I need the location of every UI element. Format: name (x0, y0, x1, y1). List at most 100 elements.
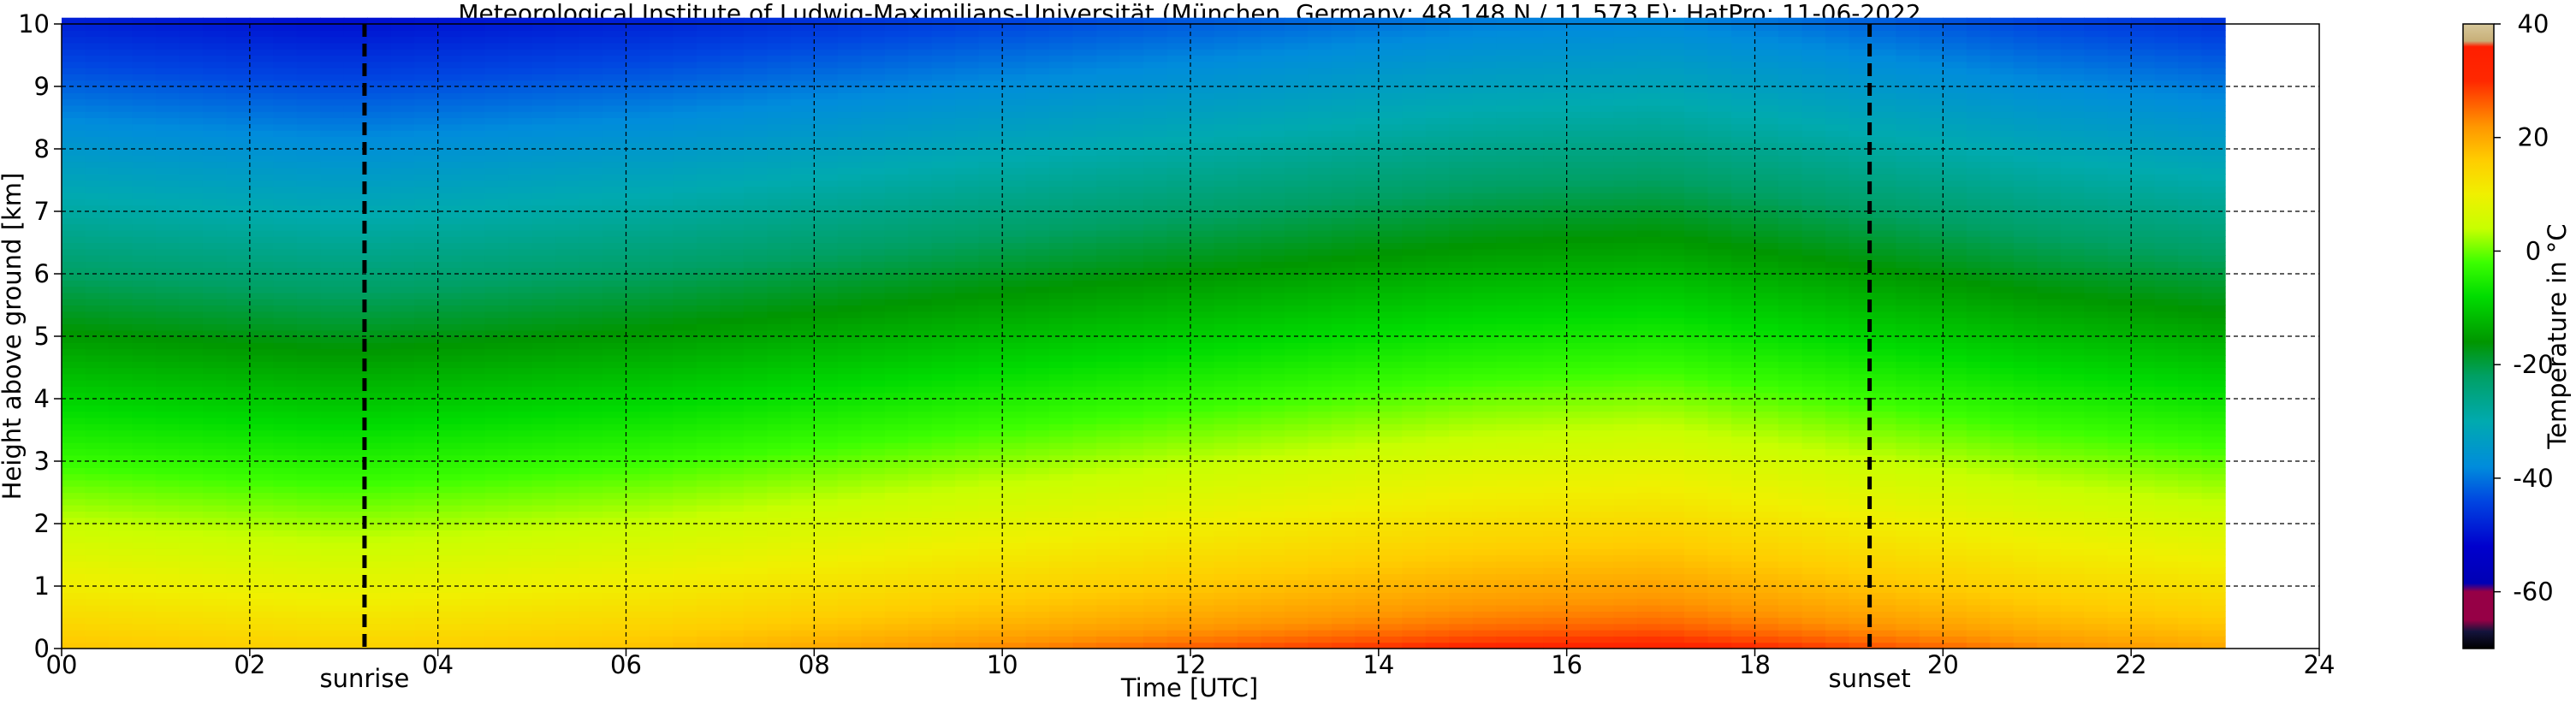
heatmap-cell (720, 461, 745, 468)
heatmap-cell (155, 579, 180, 587)
heatmap-cell (1214, 392, 1238, 400)
heatmap-cell (484, 155, 509, 163)
heatmap-cell (743, 611, 768, 619)
heatmap-cell (437, 198, 462, 206)
heatmap-cell (555, 405, 580, 412)
heatmap-cell (696, 323, 721, 331)
heatmap-cell (531, 242, 556, 250)
heatmap-cell (1049, 149, 1074, 156)
heatmap-cell (696, 55, 721, 62)
heatmap-cell (884, 424, 909, 431)
heatmap-cell (155, 392, 180, 400)
heatmap-cell (555, 473, 580, 481)
heatmap-cell (1002, 198, 1027, 206)
heatmap-cell (1166, 536, 1191, 543)
heatmap-cell (1072, 530, 1097, 537)
heatmap-cell (626, 211, 650, 218)
heatmap-cell (908, 61, 933, 68)
heatmap-cell (296, 486, 321, 494)
heatmap-cell (790, 248, 815, 256)
heatmap-cell (343, 68, 368, 74)
heatmap-cell (814, 299, 839, 306)
heatmap-cell (978, 592, 1003, 600)
heatmap-cell (1049, 311, 1074, 318)
heatmap-cell (320, 567, 345, 574)
heatmap-cell (249, 305, 274, 312)
heatmap-cell (249, 130, 274, 137)
heatmap-cell (884, 299, 909, 306)
heatmap-cell (343, 380, 368, 387)
heatmap-cell (108, 454, 134, 462)
heatmap-cell (1002, 636, 1027, 643)
heatmap-cell (555, 511, 580, 518)
heatmap-cell (343, 454, 368, 462)
heatmap-cell (884, 317, 909, 324)
heatmap-cell (579, 248, 603, 256)
heatmap-cell (602, 193, 627, 199)
heatmap-cell (673, 329, 697, 337)
heatmap-cell (179, 392, 204, 400)
heatmap-cell (696, 92, 721, 100)
heatmap-cell (367, 68, 392, 74)
heatmap-cell (273, 399, 298, 406)
heatmap-cell (1096, 280, 1121, 287)
heatmap-cell (1166, 473, 1191, 481)
heatmap-cell (1072, 579, 1097, 587)
heatmap-cell (461, 405, 486, 412)
heatmap-cell (908, 392, 933, 400)
heatmap-cell (1190, 386, 1215, 394)
heatmap-cell (531, 299, 556, 306)
heatmap-cell (273, 498, 298, 506)
heatmap-cell (579, 236, 603, 244)
heatmap-cell (908, 361, 933, 369)
heatmap-cell (955, 542, 980, 549)
heatmap-cell (908, 486, 933, 494)
heatmap-cell (1214, 417, 1238, 424)
heatmap-cell (202, 424, 227, 431)
heatmap-cell (62, 30, 86, 38)
heatmap-cell (908, 180, 933, 187)
heatmap-cell (884, 236, 909, 244)
heatmap-cell (414, 373, 439, 381)
heatmap-cell (1025, 123, 1050, 131)
heatmap-cell (955, 467, 980, 475)
heatmap-cell (85, 492, 110, 500)
heatmap-cell (179, 123, 204, 131)
heatmap-cell (1166, 236, 1191, 244)
heatmap-cell (155, 361, 180, 369)
heatmap-cell (249, 392, 274, 400)
heatmap-cell (978, 236, 1003, 244)
heatmap-cell (1166, 367, 1191, 375)
heatmap-cell (85, 623, 110, 631)
heatmap-cell (1072, 417, 1097, 424)
heatmap-cell (367, 554, 392, 562)
heatmap-cell (85, 130, 110, 137)
heatmap-cell (1166, 505, 1191, 512)
heatmap-cell (837, 636, 862, 643)
heatmap-cell (531, 524, 556, 530)
heatmap-cell (508, 61, 533, 68)
heatmap-cell (1096, 461, 1121, 468)
heatmap-cell (1049, 248, 1074, 256)
heatmap-cell (390, 604, 415, 612)
heatmap-cell (814, 473, 839, 481)
heatmap-cell (908, 323, 933, 331)
heatmap-cell (626, 473, 650, 481)
heatmap-cell (85, 604, 110, 612)
heatmap-cell (414, 30, 439, 38)
heatmap-cell (1002, 524, 1027, 530)
heatmap-cell (555, 435, 580, 443)
heatmap-cell (861, 80, 886, 87)
heatmap-cell (390, 479, 415, 487)
heatmap-cell (437, 30, 462, 38)
heatmap-cell (649, 342, 674, 350)
heatmap-cell (296, 161, 321, 169)
heatmap-cell (861, 567, 886, 574)
heatmap-cell (367, 517, 392, 524)
heatmap-cell (908, 454, 933, 462)
heatmap-cell (508, 98, 533, 106)
heatmap-cell (461, 142, 486, 150)
heatmap-cell (249, 198, 274, 206)
heatmap-cell (767, 560, 792, 568)
heatmap-cell (743, 92, 768, 100)
